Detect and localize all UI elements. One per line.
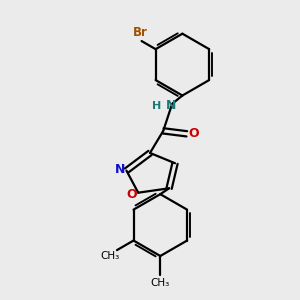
Text: O: O [188,127,199,140]
Text: H: H [152,101,161,111]
Text: N: N [115,163,125,176]
Text: N: N [166,99,177,112]
Text: CH₃: CH₃ [100,251,119,261]
Text: Br: Br [133,26,148,39]
Text: CH₃: CH₃ [151,278,170,288]
Text: O: O [126,188,137,201]
